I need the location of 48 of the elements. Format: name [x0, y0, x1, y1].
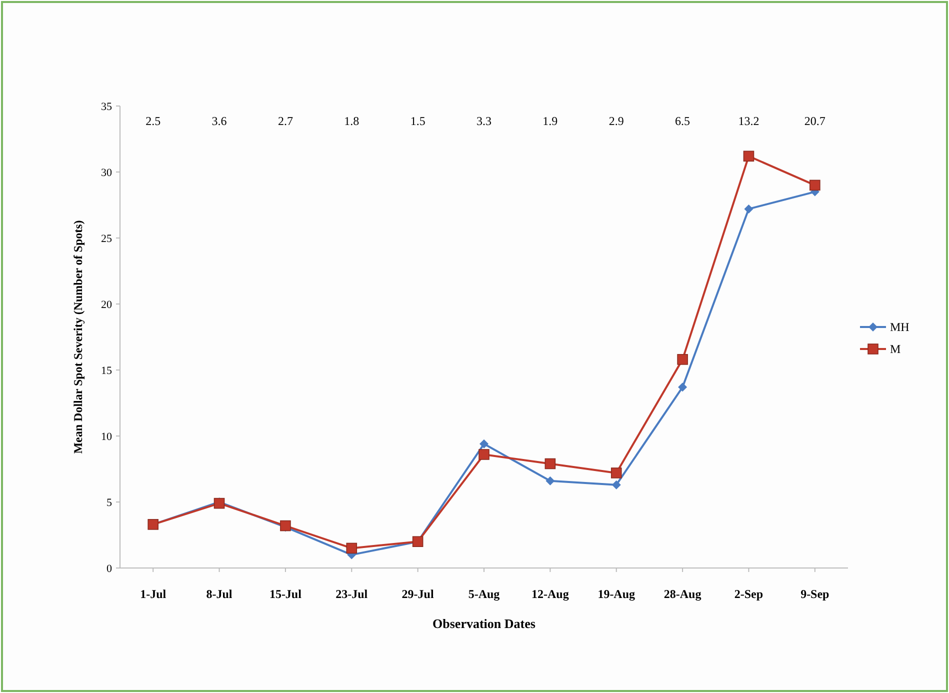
x-tick-label: 2-Sep [734, 587, 764, 601]
point [280, 520, 291, 532]
point [546, 476, 555, 486]
point [214, 498, 225, 509]
annotation: 2.9 [608, 114, 624, 128]
point [544, 458, 556, 470]
annotation: 2.7 [278, 114, 293, 128]
y-tick-label: 0 [106, 562, 112, 575]
point [744, 204, 754, 214]
point [612, 480, 621, 490]
annotation: 1.9 [542, 114, 558, 128]
x-axis-title: Observation Dates [432, 616, 536, 631]
x-tick-label: 15-Jul [269, 587, 302, 601]
y-tick-label: 10 [101, 430, 112, 443]
annotation: 6.5 [675, 114, 690, 128]
x-tick-label: 5-Aug [468, 587, 500, 601]
legend-label: MH [890, 320, 910, 334]
point [810, 180, 820, 191]
point [743, 150, 754, 162]
x-tick-label: 12-Aug [532, 587, 569, 601]
y-tick-label: 5 [106, 496, 112, 509]
x-tick-label: 19-Aug [598, 587, 636, 601]
annotation: 3.6 [212, 114, 227, 128]
annotation: 2.5 [146, 114, 161, 128]
y-tick-label: 20 [101, 298, 112, 311]
point [610, 468, 622, 478]
x-tick-label: 29-Jul [402, 587, 434, 601]
point [677, 354, 688, 365]
point [478, 449, 490, 460]
x-tick-label: 1-Jul [140, 587, 167, 601]
x-tick-label: 8-Jul [206, 587, 233, 601]
x-tick-label: 9-Sep [800, 587, 830, 601]
annotation: 13.2 [738, 114, 760, 128]
y-axis-title: Mean Dollar Spot Severity (Number of Spots) [71, 220, 85, 454]
y-tick-label: 30 [101, 166, 112, 179]
point [678, 382, 688, 392]
x-tick-label: 28-Aug [664, 587, 702, 601]
annotation: 1.8 [344, 114, 360, 128]
legend-label: M [890, 342, 901, 356]
x-tick-label: 23-Jul [336, 587, 368, 601]
annotation: 20.7 [804, 114, 826, 128]
y-tick-label: 15 [101, 364, 112, 377]
y-tick-label: 25 [101, 232, 112, 245]
point [480, 439, 488, 448]
y-tick-label: 35 [101, 100, 112, 113]
point [346, 542, 358, 554]
annotation: 3.3 [476, 114, 492, 128]
annotation: 1.5 [410, 114, 426, 128]
